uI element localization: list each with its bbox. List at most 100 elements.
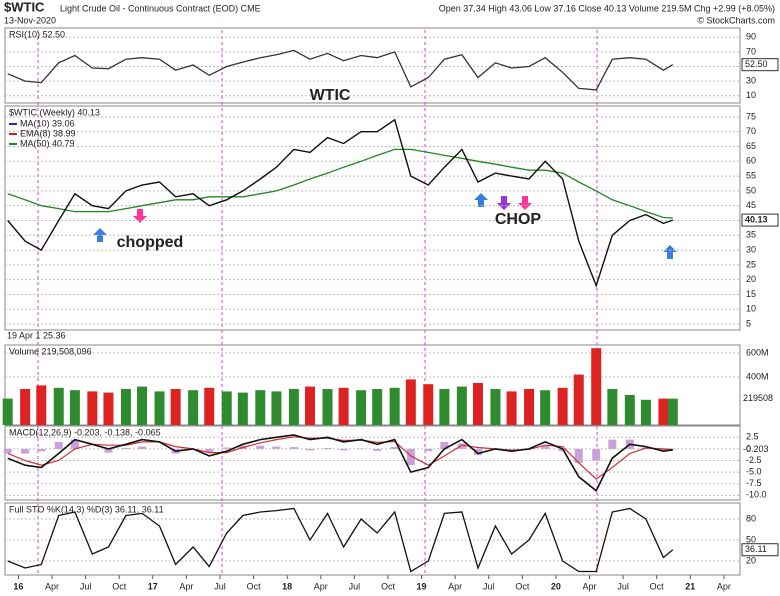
x-tick-label: Apr [314, 581, 328, 591]
x-tick-label: Jul [349, 581, 361, 591]
volume-bar [137, 386, 148, 425]
x-tick-label: Jul [214, 581, 226, 591]
y-tick-label: 20 [746, 555, 756, 565]
y-tick-label: 2.5 [746, 432, 759, 442]
legend-label: MA(10) 39.06 [20, 118, 75, 128]
x-tick-label: Apr [717, 581, 731, 591]
y-tick-label: 70 [746, 46, 756, 56]
histogram-bar [323, 447, 332, 449]
volume-bar [69, 390, 80, 425]
y-tick-label: -5.0 [746, 467, 762, 477]
y-tick-label: 90 [746, 32, 756, 42]
histogram-bar [205, 448, 214, 453]
y-tick-label: -7.5 [746, 478, 762, 488]
low-label: 19 Apr 1 25.36 [7, 330, 66, 340]
value-box [741, 58, 779, 72]
volume-bar [20, 389, 31, 425]
volume-bar [540, 390, 551, 425]
histogram-bar [390, 447, 399, 449]
volume-bar [389, 387, 400, 425]
histogram-bar [121, 447, 130, 449]
y-tick-label: 400M [746, 371, 769, 381]
histogram-bar [373, 448, 382, 451]
volume-bar [2, 398, 13, 425]
x-tick-label: Apr [45, 581, 59, 591]
histogram-bar [339, 448, 348, 451]
value-label: 219508 [743, 393, 773, 403]
volume-bar [255, 390, 266, 425]
histogram-bar [256, 445, 265, 449]
panel-title: MACD(12,26,9) -0.203, -0.138, -0.065 [9, 427, 161, 437]
symbol: $WTIC [4, 0, 45, 14]
value-box [741, 543, 779, 557]
x-tick-label: Oct [112, 581, 127, 591]
volume-bar [305, 386, 316, 425]
volume-bar [405, 379, 416, 425]
volume-bar [472, 383, 483, 425]
volume-bar [188, 390, 199, 425]
indicator-line [7, 507, 674, 573]
histogram-bar [272, 446, 281, 449]
histogram-bar [541, 445, 550, 449]
y-tick-label: 0 [746, 443, 751, 453]
histogram-bar [289, 447, 298, 449]
volume-bar [524, 389, 535, 425]
histogram-bar [138, 446, 147, 449]
volume-bar [423, 384, 434, 425]
price-line [7, 118, 674, 288]
x-tick-label: 18 [282, 581, 292, 591]
volume-bar [506, 391, 517, 425]
histogram-bar [104, 448, 113, 453]
volume-bar [456, 386, 467, 425]
y-tick-label: -2.5 [746, 455, 762, 465]
histogram-bar [306, 448, 315, 451]
y-tick-label: 75 [746, 111, 756, 121]
y-tick-label: 60 [746, 156, 756, 166]
x-tick-label: Jul [80, 581, 92, 591]
panel-title: Full STO %K(14,3) %D(3) 36.11, 36.11 [9, 504, 164, 514]
histogram-bar [659, 448, 668, 452]
y-tick-label: -10.0 [746, 490, 767, 500]
x-tick-label: Oct [515, 581, 530, 591]
y-tick-label: 5 [746, 318, 751, 328]
volume-bar [356, 390, 367, 425]
volume-bar [640, 399, 651, 425]
y-tick-label: 30 [746, 244, 756, 254]
watermark: © StockCharts.com [697, 15, 775, 25]
panel-title: $WTIC (Weekly) 40.13 [9, 107, 100, 117]
x-tick-label: 17 [148, 581, 158, 591]
volume-bar [53, 387, 64, 425]
histogram-bar [54, 441, 63, 449]
y-tick-label: 600M [746, 347, 769, 357]
value-label: 36.11 [745, 544, 767, 554]
value-box [741, 213, 779, 227]
indicator-line [7, 49, 674, 91]
subtitle: Light Crude Oil - Continuous Contract (E… [60, 3, 261, 13]
volume-bar [338, 387, 349, 425]
histogram-bar [424, 448, 433, 452]
histogram-bar [574, 448, 583, 463]
annotation: chopped [117, 234, 184, 251]
x-tick-label: Jul [483, 581, 495, 591]
volume-bar [170, 389, 181, 425]
x-tick-label: Oct [247, 581, 262, 591]
histogram-bar [222, 447, 231, 449]
macd-line [7, 434, 673, 492]
ma50-line [7, 148, 673, 219]
y-tick-label: 55 [746, 170, 756, 180]
volume-bar [237, 392, 248, 425]
volume-bar [490, 389, 501, 425]
histogram-bar [440, 441, 449, 449]
panel [4, 105, 741, 331]
value-label: -0.203 [743, 444, 769, 454]
y-tick-label: 50 [746, 185, 756, 195]
volume-bar [557, 387, 568, 425]
y-tick-label: 25 [746, 259, 756, 269]
histogram-bar [608, 439, 617, 449]
histogram-bar [507, 448, 516, 450]
panel [4, 27, 741, 104]
x-tick-label: Apr [448, 581, 462, 591]
x-tick-label: 19 [417, 581, 427, 591]
